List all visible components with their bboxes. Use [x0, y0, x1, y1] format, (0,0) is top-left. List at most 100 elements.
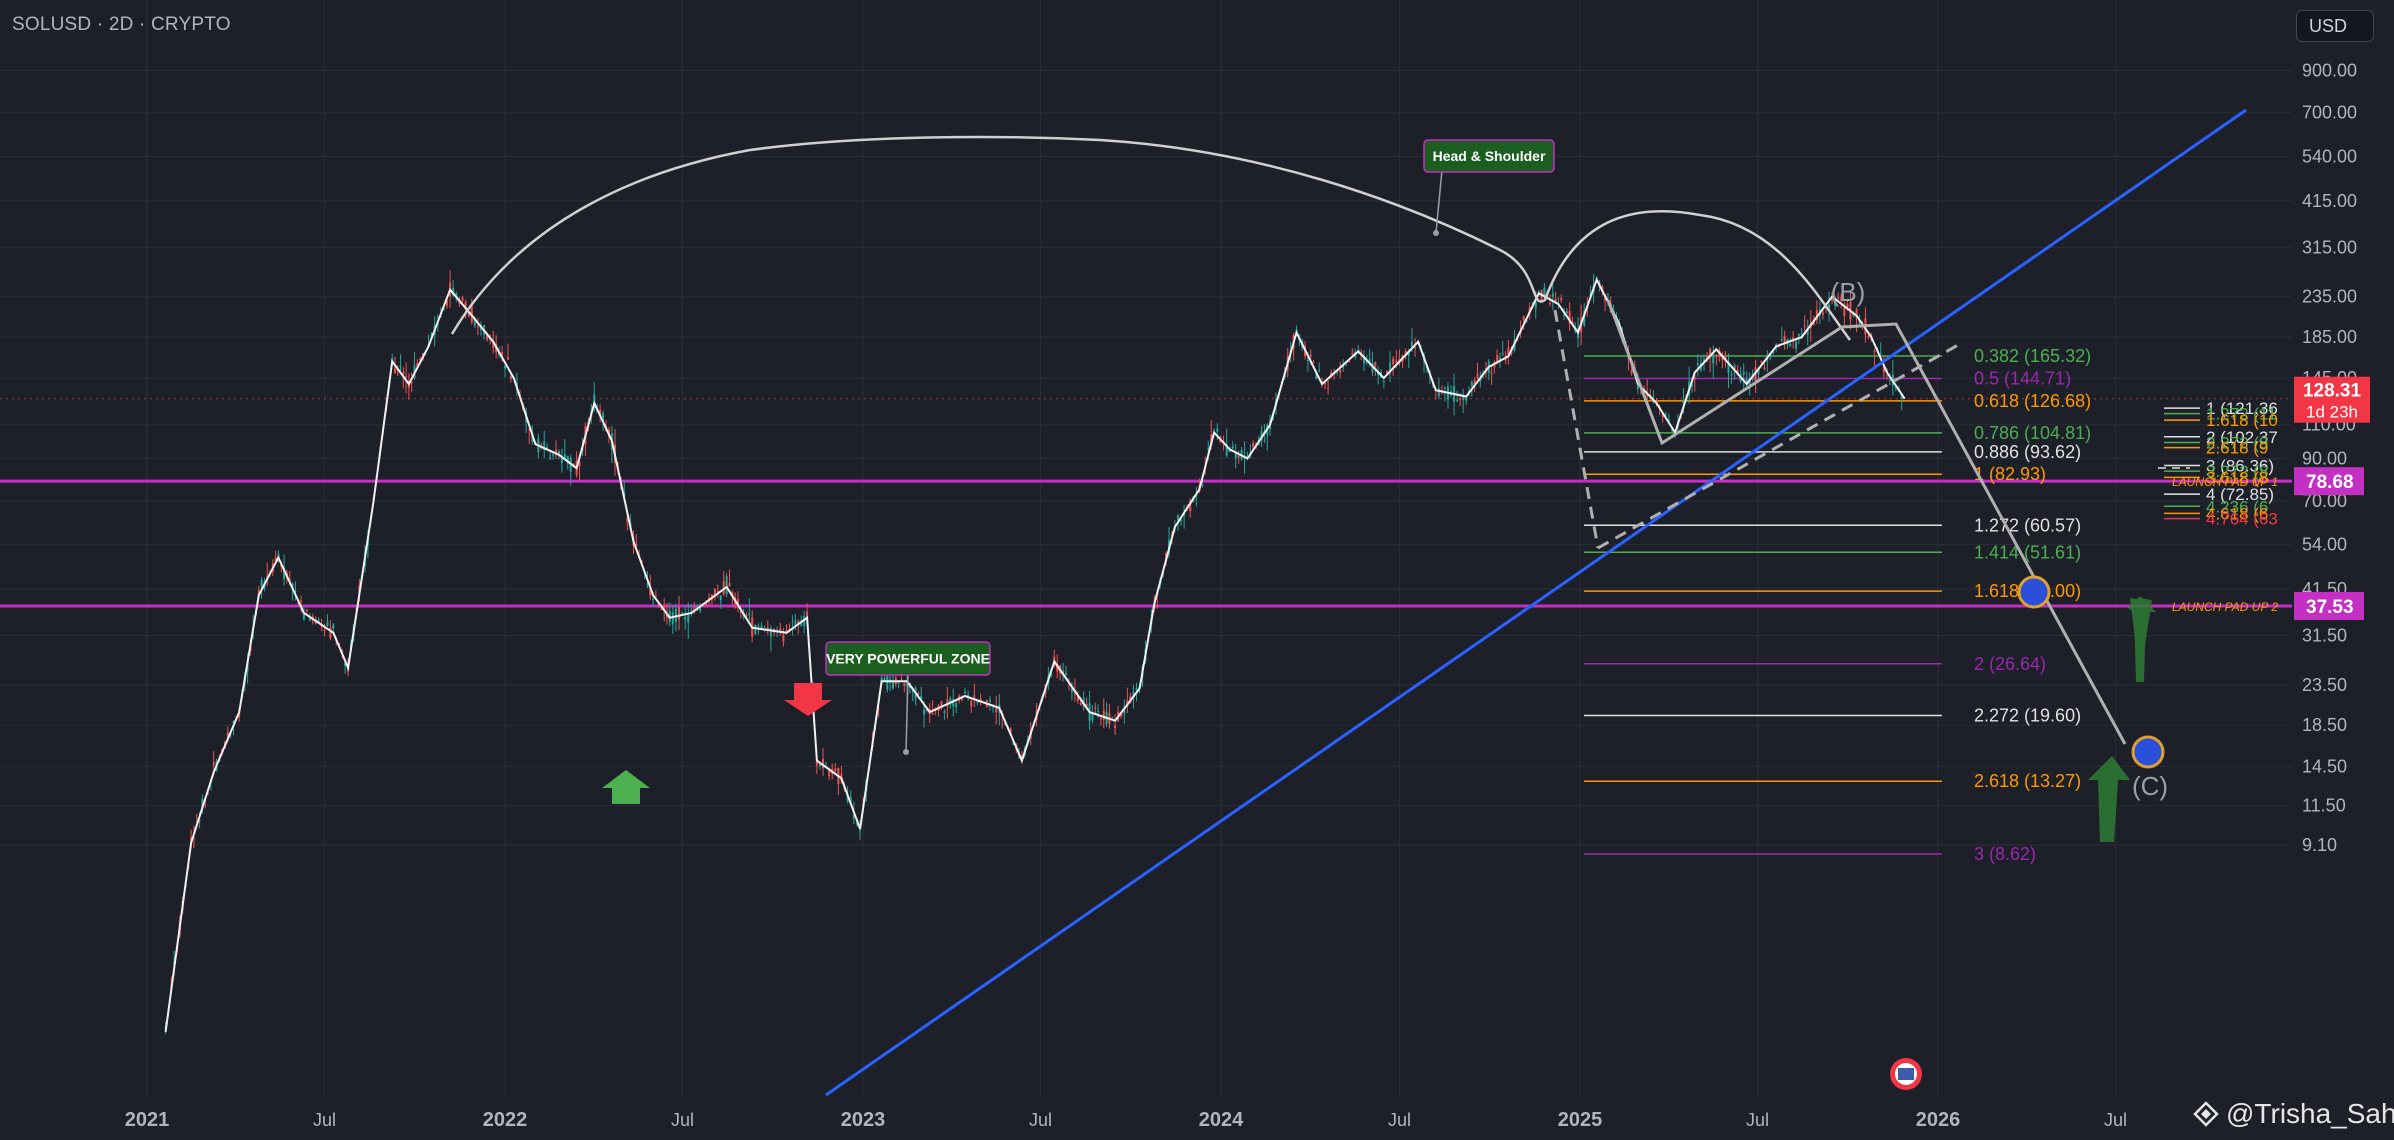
candle-body: [201, 799, 204, 809]
current-price-value: 128.31: [2303, 381, 2362, 402]
candle-body: [1803, 325, 1806, 327]
x-tick-label: Jul: [1388, 1110, 1411, 1130]
currency-button[interactable]: USD: [2296, 10, 2374, 42]
y-tick-label: 54.00: [2302, 535, 2347, 555]
candle-body: [769, 627, 772, 637]
candle-body: [1473, 380, 1476, 387]
current-price-countdown: 1d 23h: [2306, 403, 2358, 422]
candle-body: [1056, 664, 1059, 672]
price-axis[interactable]: 900.00 700.00 540.00 415.00 315.00 235.00 185.…: [2294, 60, 2370, 855]
candle-body: [1709, 348, 1712, 358]
candle-body: [716, 590, 719, 592]
fib-level-label: 0.5 (144.71): [1974, 368, 2071, 388]
candle-body: [1094, 707, 1097, 709]
blue-trendline: [825, 108, 2247, 1097]
y-tick-label: 415.00: [2302, 191, 2357, 211]
candle-body: [464, 301, 467, 310]
candle-body: [393, 368, 396, 374]
candle-body: [314, 622, 317, 624]
candle-body: [1050, 674, 1053, 676]
candle-body: [635, 544, 638, 546]
candle-body: [399, 365, 402, 367]
candle-body: [1351, 353, 1354, 355]
candle-body: [690, 609, 693, 611]
candle-body: [1742, 371, 1745, 375]
candle-body: [1534, 301, 1537, 308]
candle-body: [549, 457, 552, 459]
candle-body: [1085, 703, 1088, 707]
candle-body: [1120, 713, 1123, 717]
candle-body: [283, 567, 286, 579]
candle-body: [891, 681, 894, 689]
time-axis[interactable]: 2021 Jul 2022 Jul 2023 Jul 2024 Jul 2025 Jul 2026 J…: [125, 1109, 2127, 1131]
candle-body: [815, 760, 818, 766]
candle-body: [344, 663, 347, 667]
candle-body: [1246, 455, 1249, 457]
candle-body: [317, 619, 320, 623]
fib-level-label: 2.618 (13.27): [1974, 771, 2081, 791]
candle-body: [1748, 379, 1751, 387]
candle-body: [1389, 362, 1392, 371]
candle-body: [1630, 370, 1633, 373]
candle-body: [1091, 712, 1094, 721]
candle-body: [794, 620, 797, 626]
fib-retracement[interactable]: 0.382 (165.32)0.5 (144.71) 0.618 (126.68)…: [1583, 346, 2278, 864]
candle-body: [1565, 311, 1568, 314]
candle-body: [1703, 359, 1706, 362]
candle-body: [566, 455, 569, 464]
candle-body: [1309, 354, 1312, 357]
candle-body: [705, 602, 708, 606]
candle-body: [1834, 299, 1837, 306]
zone-price-label: 37.53: [2306, 597, 2354, 618]
candle-body: [693, 607, 696, 612]
y-tick-label: 31.50: [2302, 626, 2347, 646]
drawings-layer[interactable]: [450, 108, 2247, 1097]
candle-body: [855, 823, 858, 825]
powerful-zone-label-box: [825, 641, 991, 676]
candle-body: [943, 711, 946, 713]
candle-body: [543, 441, 546, 451]
candle-body: [1664, 414, 1667, 416]
candle-body: [1176, 515, 1179, 520]
candle-body: [754, 624, 757, 635]
y-tick-label: 11.50: [2302, 795, 2346, 815]
candle-body: [1312, 362, 1315, 364]
candle-body: [779, 628, 782, 632]
y-tick-label: 315.00: [2302, 237, 2357, 257]
candle-body: [1888, 379, 1891, 381]
fib-ext-label: 2.272 (9: [2206, 433, 2268, 452]
candle-body: [1132, 691, 1135, 698]
candle-body: [1840, 296, 1843, 302]
candle-body: [501, 352, 504, 357]
wave-b-label: (B): [1831, 277, 1866, 307]
y-tick-label: 90.00: [2302, 449, 2347, 469]
candle-body: [1318, 370, 1321, 372]
fib-ext-label: 1.618 (10: [2206, 411, 2278, 430]
candle-body: [1727, 361, 1730, 374]
candle-body: [1837, 297, 1840, 299]
x-tick-label: 2025: [1558, 1109, 1603, 1131]
candle-body: [473, 318, 476, 326]
candle-body: [967, 694, 970, 696]
fib-ext-label: 4 (72.85): [2206, 485, 2274, 504]
candle-body: [326, 621, 329, 626]
us-flag-icon: [1898, 1068, 1914, 1080]
candle-body: [402, 371, 405, 375]
candle-body: [461, 297, 464, 301]
y-tick-label: 23.50: [2302, 675, 2347, 695]
candle-body: [1368, 358, 1371, 362]
x-tick-label: Jul: [1746, 1110, 1769, 1130]
tradingview-logo-icon: [2193, 1101, 2219, 1127]
x-tick-label: Jul: [2104, 1110, 2127, 1130]
symbol-title[interactable]: SOLUSD · 2D · CRYPTO: [12, 14, 231, 35]
candle-body: [1498, 357, 1501, 362]
grid-layer: [0, 0, 2292, 1098]
candle-body: [1414, 347, 1417, 349]
candle-body: [1551, 293, 1554, 297]
candle-body: [1225, 444, 1228, 456]
candle-body: [1763, 367, 1766, 370]
candle-body: [1757, 369, 1760, 375]
fib-level-label: 0.618 (126.68): [1974, 391, 2091, 411]
candle-body: [1382, 381, 1385, 383]
